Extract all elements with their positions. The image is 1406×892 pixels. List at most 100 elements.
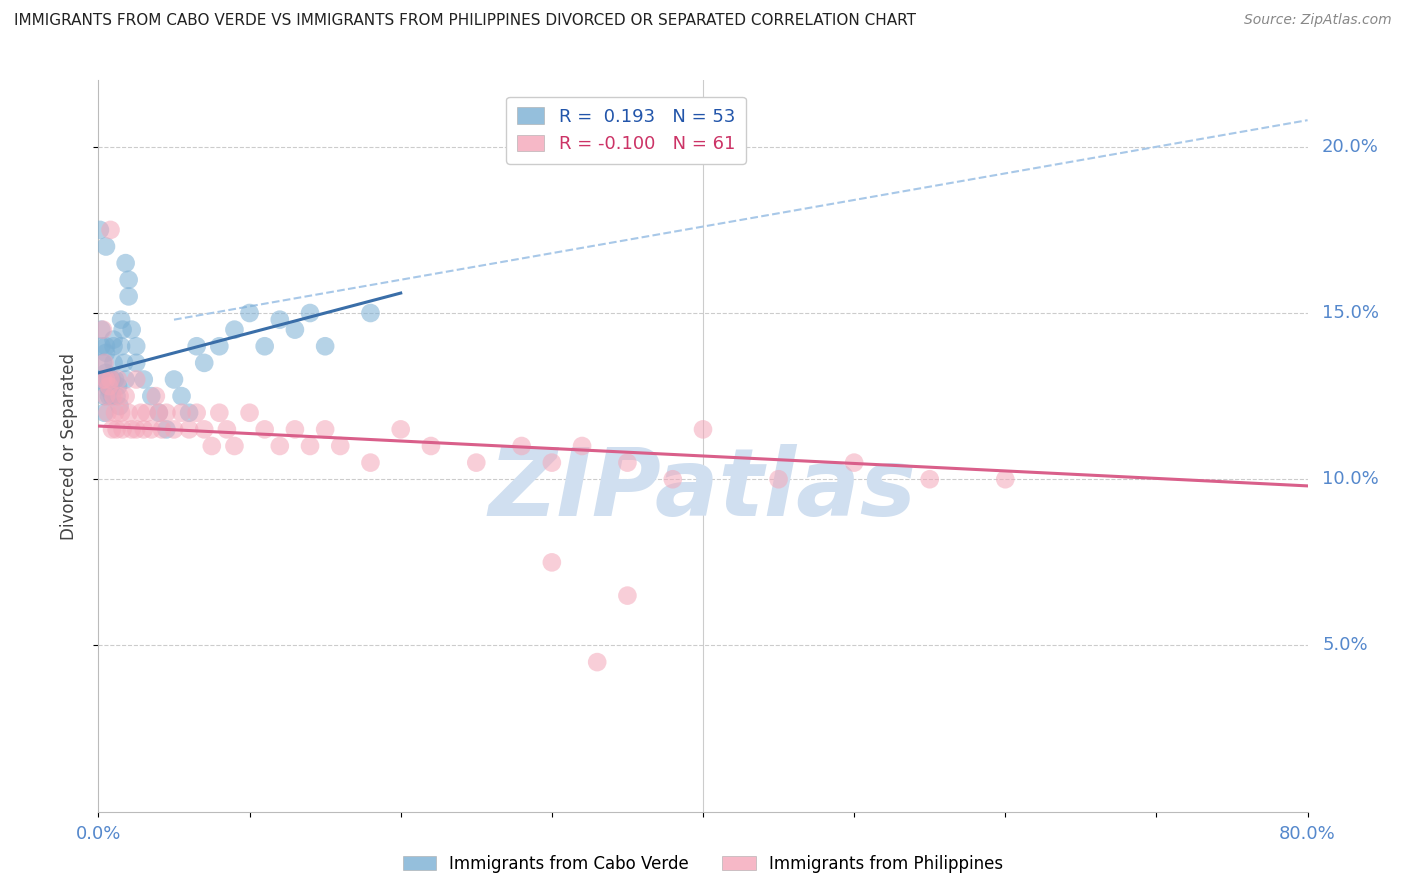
Point — [104, 372, 127, 386]
Point — [201, 439, 224, 453]
Point — [91, 356, 114, 370]
Legend: Immigrants from Cabo Verde, Immigrants from Philippines: Immigrants from Cabo Verde, Immigrants f… — [396, 848, 1010, 880]
Point — [186, 406, 208, 420]
Point — [994, 472, 1017, 486]
Point — [103, 389, 125, 403]
Point — [125, 422, 148, 436]
Point — [89, 372, 111, 386]
Point — [616, 589, 638, 603]
Point — [163, 422, 186, 436]
Point — [193, 356, 215, 370]
Point — [420, 439, 443, 453]
Text: 15.0%: 15.0% — [1322, 304, 1379, 322]
Point — [360, 456, 382, 470]
Point — [150, 422, 173, 436]
Point — [129, 406, 152, 420]
Point — [98, 389, 121, 403]
Point — [118, 273, 141, 287]
Point — [193, 422, 215, 436]
Point — [94, 366, 117, 380]
Point — [93, 389, 115, 403]
Point — [661, 472, 683, 486]
Point — [360, 306, 382, 320]
Point — [105, 422, 128, 436]
Point — [91, 372, 114, 386]
Point — [98, 383, 121, 397]
Point — [93, 406, 115, 420]
Point — [96, 379, 118, 393]
Point — [110, 312, 132, 326]
Point — [299, 306, 322, 320]
Point — [125, 339, 148, 353]
Point — [224, 439, 246, 453]
Point — [145, 389, 167, 403]
Point — [114, 372, 136, 386]
Point — [616, 456, 638, 470]
Point — [89, 223, 111, 237]
Point — [465, 456, 488, 470]
Point — [224, 323, 246, 337]
Point — [148, 406, 170, 420]
Point — [299, 439, 322, 453]
Point — [314, 422, 336, 436]
Point — [208, 339, 231, 353]
Point — [108, 389, 131, 403]
Point — [269, 439, 291, 453]
Point — [96, 406, 118, 420]
Text: IMMIGRANTS FROM CABO VERDE VS IMMIGRANTS FROM PHILIPPINES DIVORCED OR SEPARATED : IMMIGRANTS FROM CABO VERDE VS IMMIGRANTS… — [14, 13, 917, 29]
Point — [111, 422, 134, 436]
Point — [107, 379, 129, 393]
Point — [239, 306, 262, 320]
Point — [510, 439, 533, 453]
Text: 5.0%: 5.0% — [1322, 637, 1368, 655]
Point — [132, 422, 155, 436]
Point — [125, 372, 148, 386]
Point — [540, 456, 562, 470]
Point — [253, 422, 276, 436]
Point — [107, 372, 129, 386]
Point — [215, 422, 238, 436]
Point — [540, 555, 562, 569]
Point — [112, 356, 135, 370]
Text: 0.0%: 0.0% — [76, 825, 121, 843]
Point — [121, 422, 143, 436]
Point — [103, 356, 125, 370]
Point — [90, 339, 112, 353]
Legend: R =  0.193   N = 53, R = -0.100   N = 61: R = 0.193 N = 53, R = -0.100 N = 61 — [506, 96, 747, 164]
Point — [179, 422, 201, 436]
Point — [186, 339, 208, 353]
Point — [100, 379, 122, 393]
Point — [571, 439, 593, 453]
Point — [132, 372, 155, 386]
Point — [269, 312, 291, 326]
Point — [118, 289, 141, 303]
Point — [114, 256, 136, 270]
Point — [118, 406, 141, 420]
Point — [141, 389, 163, 403]
Point — [105, 389, 128, 403]
Point — [91, 323, 114, 337]
Point — [98, 379, 121, 393]
Text: Source: ZipAtlas.com: Source: ZipAtlas.com — [1244, 13, 1392, 28]
Point — [103, 339, 125, 353]
Text: 20.0%: 20.0% — [1322, 137, 1379, 156]
Point — [163, 372, 186, 386]
Point — [100, 372, 122, 386]
Point — [94, 372, 117, 386]
Point — [96, 372, 118, 386]
Point — [94, 339, 117, 353]
Point — [94, 389, 117, 403]
Point — [114, 389, 136, 403]
Point — [100, 223, 122, 237]
Point — [125, 356, 148, 370]
Point — [148, 406, 170, 420]
Point — [284, 323, 307, 337]
Point — [103, 333, 125, 347]
Point — [135, 406, 157, 420]
Point — [389, 422, 412, 436]
Point — [90, 323, 112, 337]
Point — [253, 339, 276, 353]
Point — [170, 389, 193, 403]
Point — [110, 339, 132, 353]
Point — [586, 655, 609, 669]
